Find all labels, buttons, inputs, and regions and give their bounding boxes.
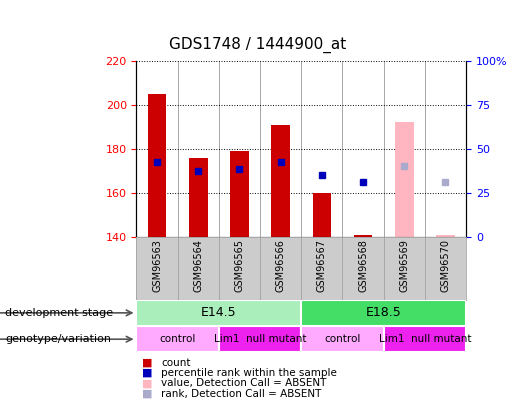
- Text: development stage: development stage: [5, 308, 113, 318]
- Text: GSM96566: GSM96566: [276, 239, 286, 292]
- Bar: [384, 326, 466, 352]
- Text: genotype/variation: genotype/variation: [5, 334, 111, 344]
- Text: GSM96567: GSM96567: [317, 239, 327, 292]
- Text: count: count: [161, 358, 191, 368]
- Text: GSM96570: GSM96570: [440, 239, 451, 292]
- Text: GSM96565: GSM96565: [234, 239, 245, 292]
- Text: Lim1  null mutant: Lim1 null mutant: [214, 334, 306, 344]
- Text: GSM96568: GSM96568: [358, 239, 368, 292]
- Bar: [136, 300, 301, 326]
- Text: GDS1748 / 1444900_at: GDS1748 / 1444900_at: [169, 36, 346, 53]
- Text: E14.5: E14.5: [201, 306, 237, 320]
- Bar: [301, 300, 466, 326]
- Bar: [354, 235, 372, 237]
- Bar: [436, 235, 455, 237]
- Bar: [148, 94, 166, 237]
- Text: GSM96563: GSM96563: [152, 239, 162, 292]
- Bar: [395, 122, 414, 237]
- Text: rank, Detection Call = ABSENT: rank, Detection Call = ABSENT: [161, 389, 321, 399]
- Text: value, Detection Call = ABSENT: value, Detection Call = ABSENT: [161, 378, 327, 388]
- Text: GSM96564: GSM96564: [193, 239, 203, 292]
- Text: control: control: [160, 334, 196, 344]
- Text: GSM96569: GSM96569: [399, 239, 409, 292]
- Text: control: control: [324, 334, 360, 344]
- Bar: [136, 326, 219, 352]
- Bar: [271, 125, 290, 237]
- Bar: [219, 326, 301, 352]
- Bar: [313, 193, 331, 237]
- Bar: [230, 151, 249, 237]
- Text: ■: ■: [142, 358, 152, 368]
- Text: ■: ■: [142, 378, 152, 388]
- Text: Lim1  null mutant: Lim1 null mutant: [379, 334, 471, 344]
- Text: ■: ■: [142, 368, 152, 378]
- Text: ■: ■: [142, 389, 152, 399]
- Text: E18.5: E18.5: [366, 306, 402, 320]
- Text: percentile rank within the sample: percentile rank within the sample: [161, 368, 337, 378]
- Bar: [301, 326, 384, 352]
- Bar: [189, 158, 208, 237]
